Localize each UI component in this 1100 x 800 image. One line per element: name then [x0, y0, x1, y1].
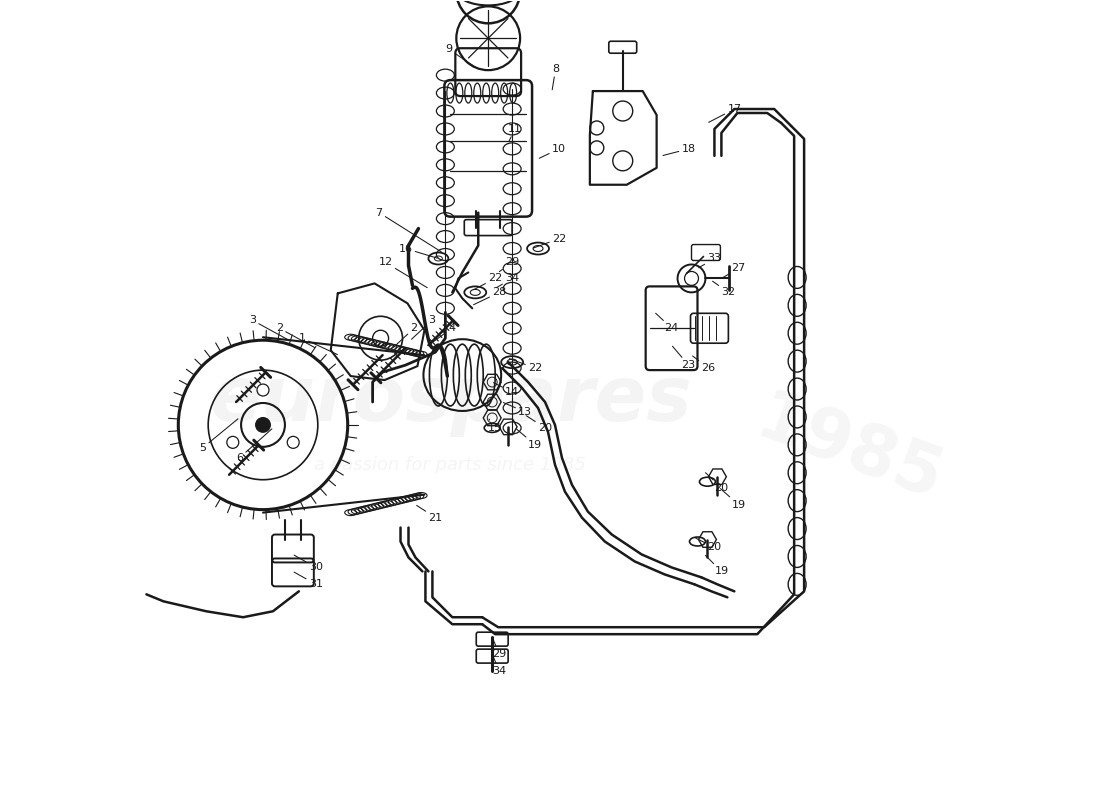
Text: 32: 32 [713, 282, 736, 298]
Text: 6: 6 [236, 429, 272, 462]
Text: 16: 16 [398, 243, 437, 258]
Text: 1985: 1985 [747, 386, 952, 514]
Text: 29: 29 [492, 638, 506, 659]
Text: 20: 20 [705, 473, 728, 493]
Text: 26: 26 [693, 356, 716, 373]
Text: 14: 14 [494, 382, 519, 397]
Text: 27: 27 [723, 263, 746, 278]
Text: 20: 20 [526, 416, 552, 433]
Text: 19: 19 [516, 429, 542, 450]
Text: 2: 2 [276, 323, 315, 347]
Text: 7: 7 [375, 208, 441, 252]
Text: 9: 9 [446, 44, 477, 68]
Text: 19: 19 [720, 489, 746, 510]
Text: 8: 8 [552, 64, 559, 90]
Text: 3: 3 [411, 315, 436, 339]
Text: 20: 20 [695, 538, 722, 553]
Text: 5: 5 [199, 419, 238, 453]
Text: 23: 23 [672, 346, 695, 370]
Text: 28: 28 [473, 287, 506, 305]
Text: 29: 29 [499, 258, 519, 272]
Text: 1: 1 [299, 334, 338, 354]
Text: 22: 22 [473, 274, 503, 290]
Text: 31: 31 [294, 572, 322, 590]
Text: 11: 11 [508, 124, 522, 142]
Text: 15: 15 [488, 419, 503, 433]
Text: 10: 10 [539, 144, 566, 158]
Text: 12: 12 [378, 258, 427, 288]
Text: 24: 24 [656, 314, 679, 334]
Text: 13: 13 [504, 402, 532, 417]
Text: 34: 34 [492, 655, 506, 676]
Text: 19: 19 [705, 555, 728, 577]
Text: a passion for parts since 1985: a passion for parts since 1985 [315, 456, 586, 474]
Text: 33: 33 [698, 254, 722, 268]
Text: 34: 34 [496, 274, 519, 288]
Text: 2: 2 [394, 323, 418, 347]
Text: 22: 22 [509, 358, 542, 373]
Text: 18: 18 [663, 144, 695, 155]
Text: 30: 30 [294, 555, 322, 573]
Circle shape [255, 417, 271, 433]
Text: eurospares: eurospares [209, 363, 692, 437]
Text: 22: 22 [534, 234, 566, 248]
Text: 21: 21 [417, 506, 442, 522]
Text: 4: 4 [430, 323, 455, 344]
Text: 17: 17 [708, 104, 741, 122]
Text: 3: 3 [249, 315, 288, 339]
